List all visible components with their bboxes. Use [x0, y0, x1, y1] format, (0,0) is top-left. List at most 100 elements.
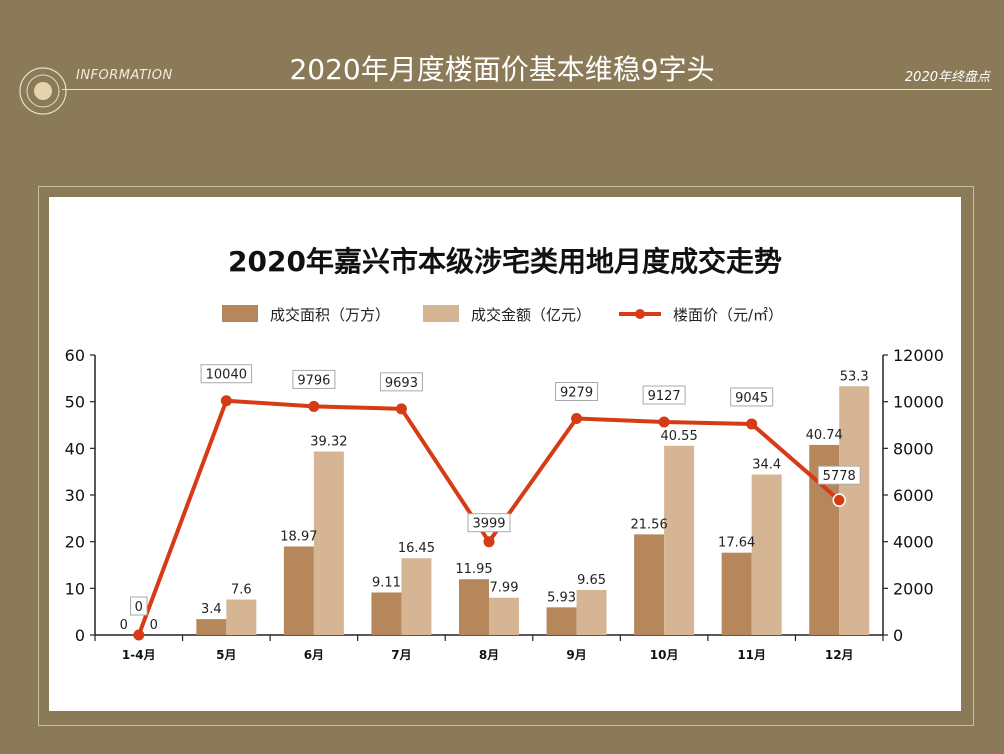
chart-frame — [38, 186, 974, 726]
bar-amount — [576, 589, 607, 635]
bar-area — [196, 619, 227, 635]
x-tick-label: 8月 — [479, 648, 499, 662]
price-label: 9045 — [735, 391, 768, 406]
y-right-tick-label: 4000 — [893, 533, 934, 552]
chart-data-labels: 0 03.47.618.9739.329.1116.4511.957.995.93… — [120, 364, 869, 633]
price-label: 9279 — [560, 385, 593, 400]
bar-amount — [226, 599, 257, 635]
price-label: 0 — [135, 600, 143, 615]
page-title: 2020年月度楼面价基本维稳9字头 — [289, 53, 715, 86]
bar-area-label: 3.4 — [201, 602, 222, 617]
bar-amount — [313, 451, 344, 635]
chart-bars — [196, 386, 870, 635]
bar-amount-label: 34.4 — [752, 457, 781, 472]
bar-area — [459, 579, 489, 635]
y-right-tick-label: 12000 — [893, 346, 944, 365]
y-left-tick-label: 30 — [65, 486, 85, 505]
header-divider — [62, 89, 992, 90]
chart: 2020年嘉兴市本级涉宅类用地月度成交走势 成交面积（万方） 成交金额（亿元） 楼面… — [65, 245, 944, 662]
y-left-tick-label: 40 — [65, 439, 85, 458]
price-point — [746, 418, 758, 430]
chart-legend: 成交面积（万方） 成交金额（亿元） 楼面价（元/㎡） — [222, 305, 783, 324]
bar-area-label: 18.97 — [280, 529, 317, 544]
legend-label-amount: 成交金额（亿元） — [471, 306, 591, 324]
price-label-box — [730, 387, 774, 407]
legend-label-area: 成交面积（万方） — [270, 306, 390, 324]
price-point — [220, 395, 232, 407]
y-left-tick-label: 60 — [65, 346, 85, 365]
bar-area-label: 0 — [120, 618, 128, 633]
price-point — [571, 412, 583, 424]
bar-amount-label: 7.99 — [490, 581, 519, 596]
price-label-box — [555, 381, 599, 401]
price-label-box — [817, 465, 861, 485]
logo-icon — [19, 67, 67, 115]
bar-area — [546, 607, 577, 635]
chart-title: 2020年嘉兴市本级涉宅类用地月度成交走势 — [228, 245, 782, 278]
bar-amount-label: 53.3 — [840, 369, 869, 384]
x-tick-label: 6月 — [304, 648, 324, 662]
x-tick-label: 11月 — [737, 648, 766, 662]
bar-area-label: 11.95 — [455, 562, 492, 577]
price-label: 5778 — [823, 469, 856, 484]
price-label-box — [130, 596, 148, 616]
bar-area-label: 9.11 — [372, 575, 401, 590]
bar-area — [634, 534, 665, 635]
bar-amount — [664, 445, 695, 635]
bar-amount-label: 16.45 — [398, 541, 435, 556]
price-point — [658, 416, 670, 428]
legend-marker-price — [635, 309, 645, 319]
price-label: 9693 — [385, 376, 418, 391]
y-right-tick-label: 8000 — [893, 439, 934, 458]
price-label-box — [200, 364, 253, 384]
x-tick-label: 12月 — [825, 648, 854, 662]
price-point — [832, 493, 846, 507]
x-tick-label: 9月 — [566, 648, 586, 662]
price-label-box — [467, 513, 511, 533]
price-label: 10040 — [206, 368, 247, 383]
x-tick-label: 5月 — [216, 648, 236, 662]
bar-area-label: 17.64 — [718, 536, 755, 551]
price-label-box — [379, 372, 423, 392]
bar-amount-label: 7.6 — [231, 583, 252, 598]
price-label: 9796 — [297, 373, 330, 388]
bar-amount — [839, 386, 870, 635]
bar-area — [721, 552, 752, 635]
legend-swatch-amount — [423, 305, 459, 322]
x-tick-label: 10月 — [650, 648, 679, 662]
y-right-tick-label: 10000 — [893, 393, 944, 412]
price-label-box — [292, 369, 336, 389]
y-right-tick-label: 0 — [893, 626, 903, 645]
bar-amount — [489, 597, 519, 635]
price-point — [395, 403, 407, 415]
bar-amount-label: 9.65 — [577, 573, 606, 588]
bar-area-label: 5.93 — [547, 590, 576, 605]
section-label: INFORMATION — [76, 68, 173, 83]
chart-panel: 2020年嘉兴市本级涉宅类用地月度成交走势 成交面积（万方） 成交金额（亿元） 楼面… — [49, 197, 961, 711]
bar-area-label: 40.74 — [806, 428, 843, 443]
price-label: 3999 — [472, 517, 505, 532]
bar-amount — [401, 558, 432, 635]
price-label: 9127 — [648, 389, 681, 404]
price-point — [483, 536, 495, 548]
y-right-tick-label: 2000 — [893, 579, 934, 598]
y-left-tick-label: 50 — [65, 393, 85, 412]
bar-amount-label: 39.32 — [310, 435, 347, 450]
bar-amount-label: 40.55 — [661, 429, 698, 444]
bar-area — [283, 546, 314, 635]
bar-amount-label: 0 — [150, 618, 158, 633]
x-tick-label: 1-4月 — [122, 648, 156, 662]
legend-swatch-area — [222, 305, 258, 322]
chart-line — [133, 395, 846, 641]
price-point — [308, 400, 320, 412]
legend-label-price: 楼面价（元/㎡） — [673, 306, 783, 324]
y-right-tick-label: 6000 — [893, 486, 934, 505]
y-left-tick-label: 20 — [65, 533, 85, 552]
price-point — [133, 629, 145, 641]
corner-tag: 2020年终盘点 — [904, 70, 990, 85]
y-left-tick-label: 0 — [75, 626, 85, 645]
bar-area-label: 21.56 — [631, 517, 668, 532]
y-left-tick-label: 10 — [65, 579, 85, 598]
bar-amount — [751, 474, 782, 635]
price-label-box — [642, 385, 686, 405]
